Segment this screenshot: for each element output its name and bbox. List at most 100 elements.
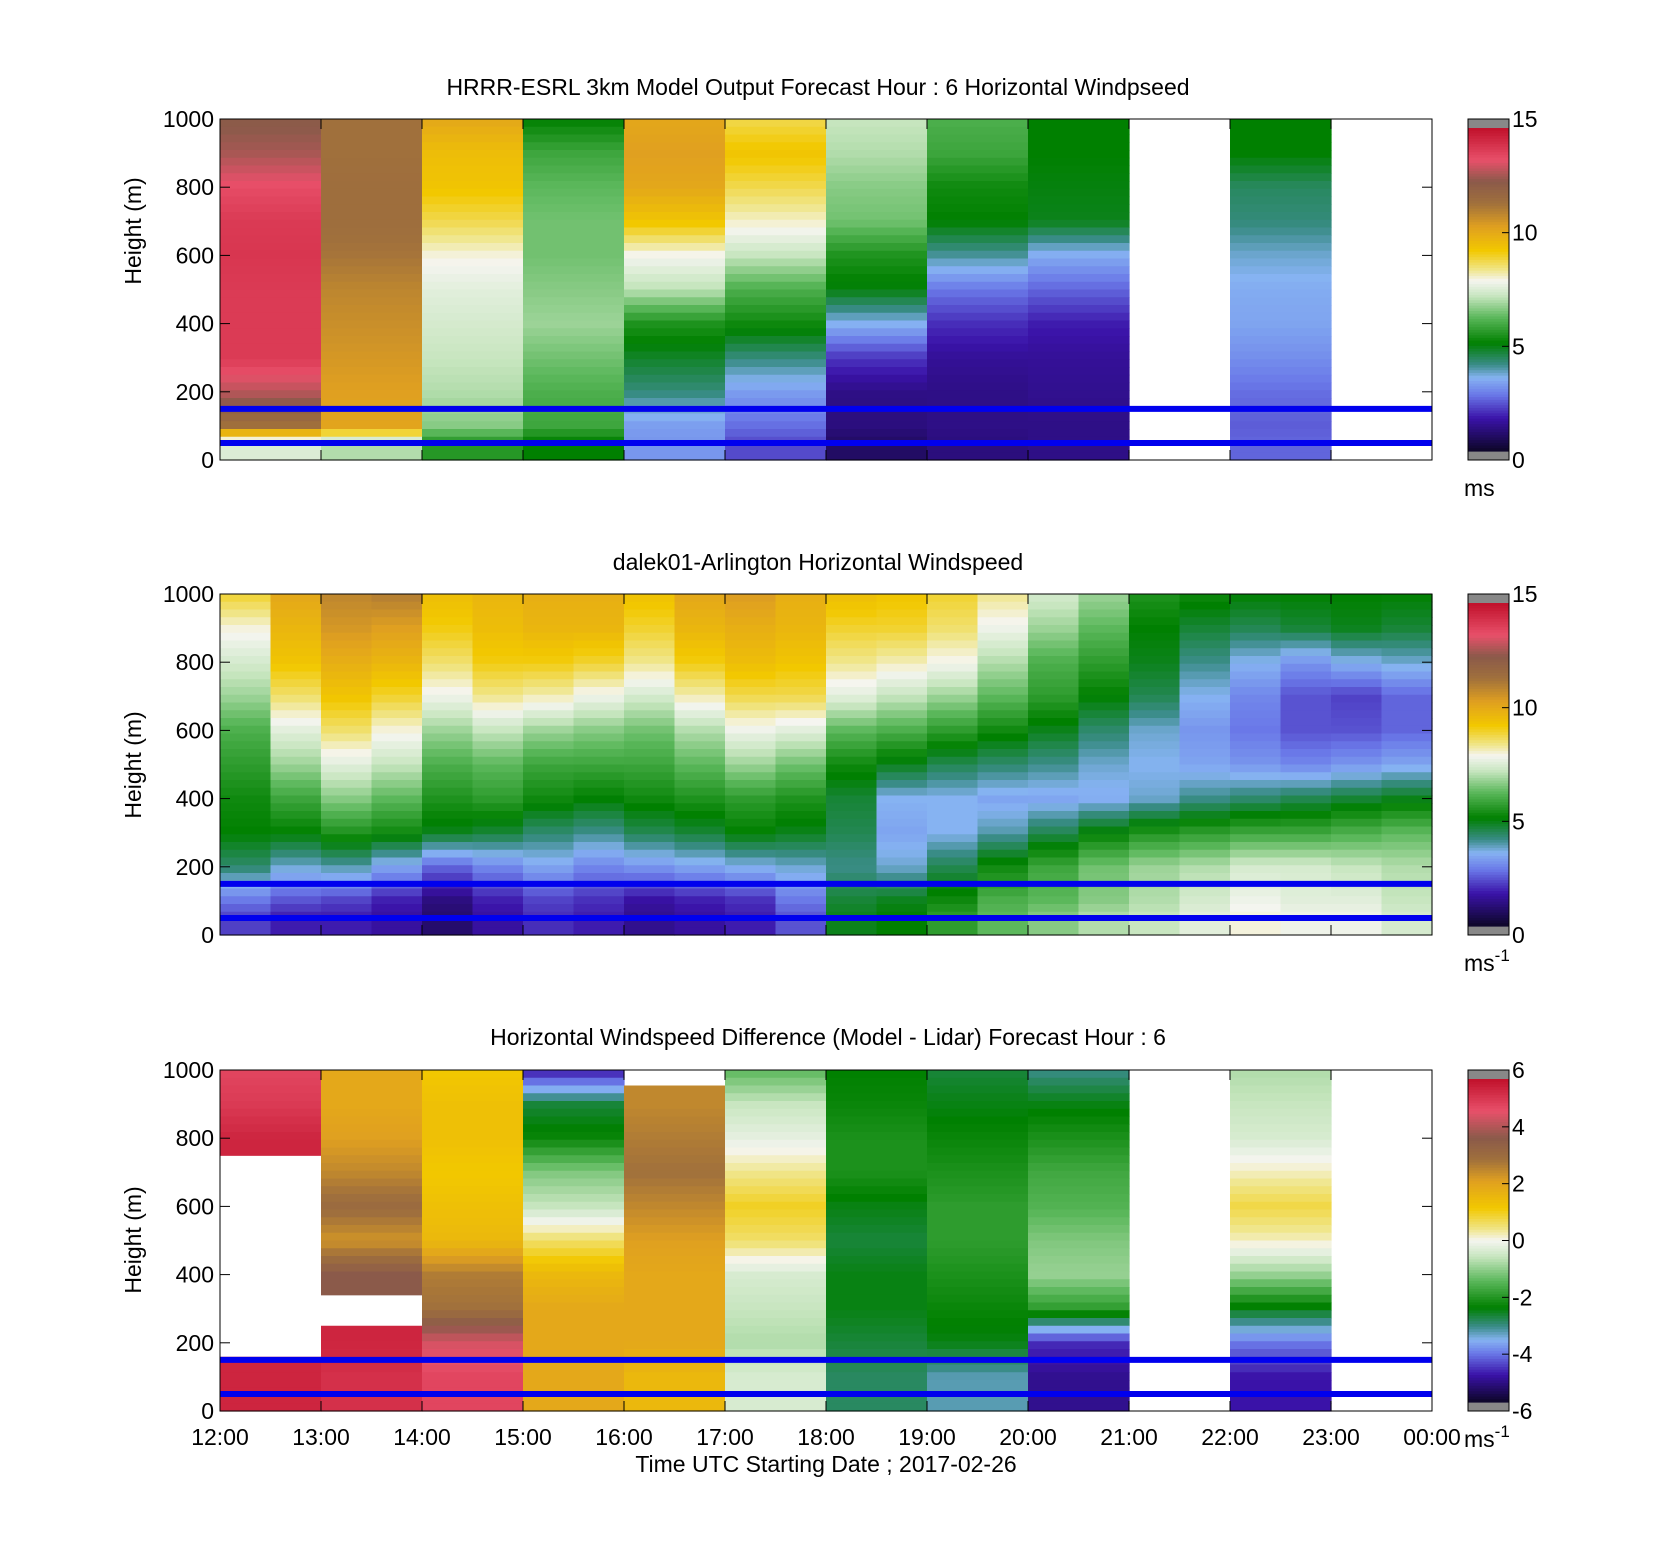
panel-difference-cell [725,1349,827,1358]
panel-lidar-cell [1078,764,1130,773]
panel-difference-cell [220,1116,322,1125]
panel-model-cell [624,150,726,159]
panel-lidar-cell [1129,927,1181,936]
panel-difference-cell [422,1294,524,1304]
panel-lidar-colorbar-swatch [1468,845,1509,849]
panel-lidar-cell [977,818,1029,828]
panel-lidar-cell [927,617,979,626]
panel-difference-cell [927,1132,1029,1141]
panel-model-cell [321,359,423,368]
panel-lidar-colorbar-swatch [1468,759,1509,763]
panel-lidar-cell [573,780,625,789]
panel-lidar-colorbar-cap [1468,926,1509,935]
panel-lidar-cell [573,702,625,711]
panel-lidar-cell [422,625,474,634]
panel-lidar-colorbar-tick-label: 5 [1512,808,1525,834]
panel-lidar-cell [775,671,827,680]
panel-lidar-colorbar-swatch [1468,834,1509,838]
panel-difference-cell [826,1263,928,1273]
panel-model-cell [1230,289,1332,298]
panel-lidar-cell [1230,787,1282,797]
panel-lidar-cell [422,772,474,781]
panel-model-cell [321,305,423,314]
panel-model-colorbar-swatch [1468,429,1509,433]
panel-lidar-cell [927,842,979,851]
panel-difference-colorbar-swatch [1468,1173,1509,1177]
panel-lidar-cell [927,656,979,665]
panel-model-ytick-label: 600 [176,242,214,268]
panel-lidar-cell [1179,787,1231,797]
panel-lidar-cell [674,640,726,649]
panel-model-cell [826,126,928,136]
panel-model: HRRR-ESRL 3km Model Output Forecast Hour… [120,74,1538,501]
panel-lidar-cell [321,764,373,773]
panel-difference-cell [321,1372,423,1381]
panel-lidar-colorbar-swatch [1468,858,1509,862]
panel-lidar-cell [220,904,272,913]
panel-model-colorbar-swatch [1468,364,1509,369]
panel-lidar-cell [1280,842,1332,851]
panel-lidar-cell [674,811,726,820]
panel-model-cell [624,312,726,322]
panel-lidar-cell [1078,625,1130,634]
panel-model-cell [1028,312,1130,322]
panel-difference-colorbar-swatch [1468,1097,1509,1102]
panel-difference-cell [624,1139,726,1149]
panel-lidar-colorbar-swatch [1468,920,1509,924]
panel-lidar-cell [725,718,777,727]
panel-lidar-cell [624,826,676,835]
panel-model-colorbar-swatch [1468,327,1509,331]
panel-difference-ytick-label: 1000 [163,1057,214,1083]
panel-difference-cell [1230,1124,1332,1133]
panel-difference-cell [624,1209,726,1218]
panel-model-cell [826,204,928,213]
panel-lidar-colorbar-swatch [1468,707,1509,712]
panel-model-cell [321,382,423,391]
panel-model-cell [523,173,625,182]
panel-difference-cell [927,1395,1029,1404]
panel-model-cell [321,429,423,438]
panel-difference-cell [624,1155,726,1164]
panel-model-cell [927,398,1029,407]
panel-difference-cell [321,1271,423,1280]
panel-lidar-colorbar-swatch [1468,764,1509,768]
panel-lidar-cell [826,656,878,665]
panel-difference-cell [624,1279,726,1288]
panel-difference-cell [725,1194,827,1203]
panel-lidar-colorbar-swatch [1468,777,1509,782]
panel-difference-cell [1028,1155,1130,1164]
panel-difference-cell [927,1209,1029,1218]
panel-lidar-frame [219,593,1433,936]
panel-lidar-cell [270,764,322,773]
panel-lidar-cell [422,702,474,711]
panel-difference-cell [725,1333,827,1342]
panel-model-cell [1028,429,1130,438]
panel-difference-cell [826,1139,928,1149]
panel-difference-cell [220,1093,322,1102]
panel-lidar-cell [422,927,474,936]
panel-lidar-cell [371,904,423,913]
panel-model-colorbar-swatch [1468,136,1509,140]
panel-lidar-cell [422,904,474,913]
panel-model-cell [927,343,1029,353]
panel-difference-cell [826,1349,928,1358]
panel-lidar-cell [1078,656,1130,665]
panel-lidar-cell [1331,617,1383,626]
panel-lidar-cell [725,694,777,704]
panel-lidar-cell [927,648,979,657]
panel-lidar-cell [472,601,524,611]
panel-difference-cell [422,1310,524,1319]
panel-difference-cell [826,1364,928,1373]
panel-lidar-cell [826,725,878,735]
panel-lidar-cell [674,632,726,642]
panel-lidar-cell [775,787,827,797]
panel-difference-cell [321,1380,423,1389]
panel-model-cell [826,181,928,190]
panel-lidar-cell [876,741,928,750]
panel-model-cell [422,181,524,190]
panel-model-cell [422,258,524,267]
panel-difference-colorbar-swatch [1468,1170,1509,1174]
panel-lidar-colorbar-swatch [1468,877,1509,881]
panel-lidar-cell [1230,671,1282,680]
panel-lidar-colorbar-swatch [1468,611,1509,615]
